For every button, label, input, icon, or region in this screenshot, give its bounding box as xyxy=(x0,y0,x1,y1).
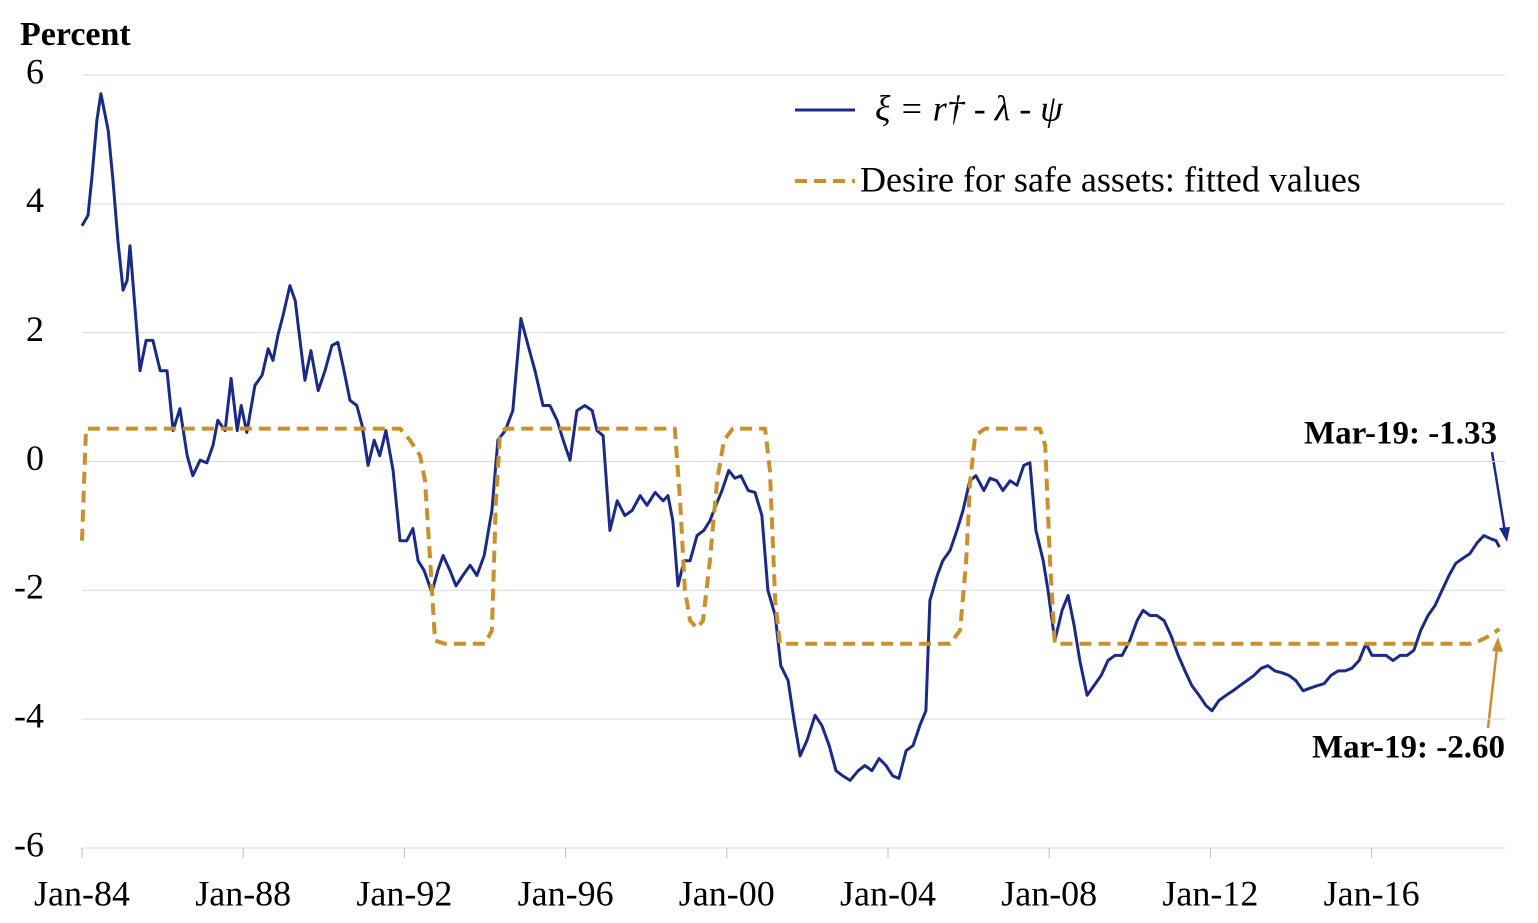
x-tick-label: Jan-92 xyxy=(356,873,452,913)
arrow-head-orange xyxy=(1492,637,1503,652)
x-tick-label: Jan-88 xyxy=(195,873,291,913)
x-tick-label: Jan-08 xyxy=(1001,873,1097,913)
annotation: Mar-19: -2.60 xyxy=(1312,730,1505,766)
x-tick-label: Jan-04 xyxy=(840,873,936,913)
x-tick-label: Jan-00 xyxy=(679,873,775,913)
y-tick-label: 0 xyxy=(26,438,44,478)
chart-title: Percent xyxy=(20,16,131,53)
arrow-blue xyxy=(1490,451,1507,533)
legend-label: Desire for safe assets: fitted values xyxy=(860,159,1361,199)
arrow-orange xyxy=(1486,647,1499,729)
y-tick-label: 2 xyxy=(26,309,44,349)
x-tick-label: Jan-84 xyxy=(34,873,130,913)
y-tick-label: 6 xyxy=(26,51,44,91)
x-tick-label: Jan-96 xyxy=(518,873,614,913)
legend-label: ξ = r† - λ - ψ xyxy=(875,88,1063,128)
y-tick-label: -2 xyxy=(14,567,44,607)
annotation: Mar-19: -1.33 xyxy=(1304,416,1497,452)
y-tick-label: -6 xyxy=(14,824,44,864)
y-tick-label: -4 xyxy=(14,695,44,735)
y-tick-label: 4 xyxy=(26,180,44,220)
series-line xyxy=(80,426,1501,646)
x-tick-label: Jan-16 xyxy=(1324,873,1420,913)
arrow-head-blue xyxy=(1499,527,1510,542)
x-tick-label: Jan-12 xyxy=(1162,873,1258,913)
series-line xyxy=(80,92,1501,782)
